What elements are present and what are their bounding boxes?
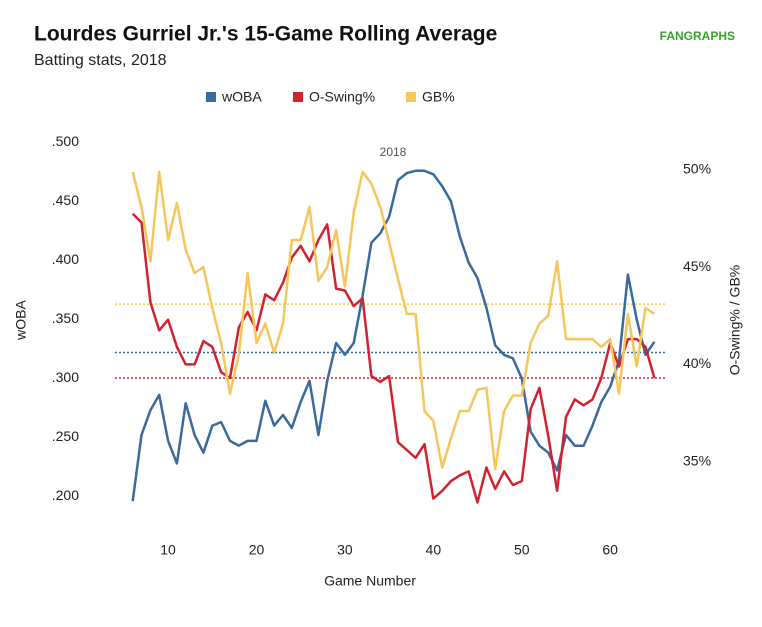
chart-title: Lourdes Gurriel Jr.'s 15-Game Rolling Av… [34, 23, 497, 46]
y-tick-label: .250 [52, 428, 79, 444]
legend-swatch [293, 92, 303, 102]
legend-swatch [406, 92, 416, 102]
y2-axis-label: O-Swing% / GB% [727, 265, 743, 375]
legend-label: wOBA [221, 89, 262, 105]
y-tick-label: .200 [52, 487, 79, 503]
y2-tick-label: 50% [683, 161, 711, 177]
chart-subtitle: Batting stats, 2018 [34, 52, 167, 69]
x-tick-label: 60 [602, 542, 618, 558]
y2-tick-label: 35% [683, 452, 711, 468]
legend-label: GB% [422, 89, 455, 105]
series-line [131, 169, 656, 502]
y2-tick-label: 45% [683, 258, 711, 274]
x-tick-label: 20 [249, 542, 265, 558]
y2-tick-label: 40% [683, 355, 711, 371]
y-tick-label: .300 [52, 369, 79, 385]
annotation: 2018 [380, 145, 407, 159]
legend-swatch [206, 92, 216, 102]
x-tick-label: 30 [337, 542, 353, 558]
x-tick-label: 10 [160, 542, 176, 558]
y-tick-label: .400 [52, 251, 79, 267]
series-line [131, 212, 656, 504]
y-axis-label: wOBA [13, 300, 29, 341]
x-axis-label: Game Number [324, 573, 416, 589]
x-tick-label: 50 [514, 542, 530, 558]
series-line [131, 170, 656, 471]
legend-label: O-Swing% [309, 89, 375, 105]
x-tick-label: 40 [426, 542, 442, 558]
y-tick-label: .350 [52, 310, 79, 326]
logo: FANGRAPHS [660, 29, 735, 43]
y-tick-label: .450 [52, 192, 79, 208]
y-tick-label: .500 [52, 133, 79, 149]
